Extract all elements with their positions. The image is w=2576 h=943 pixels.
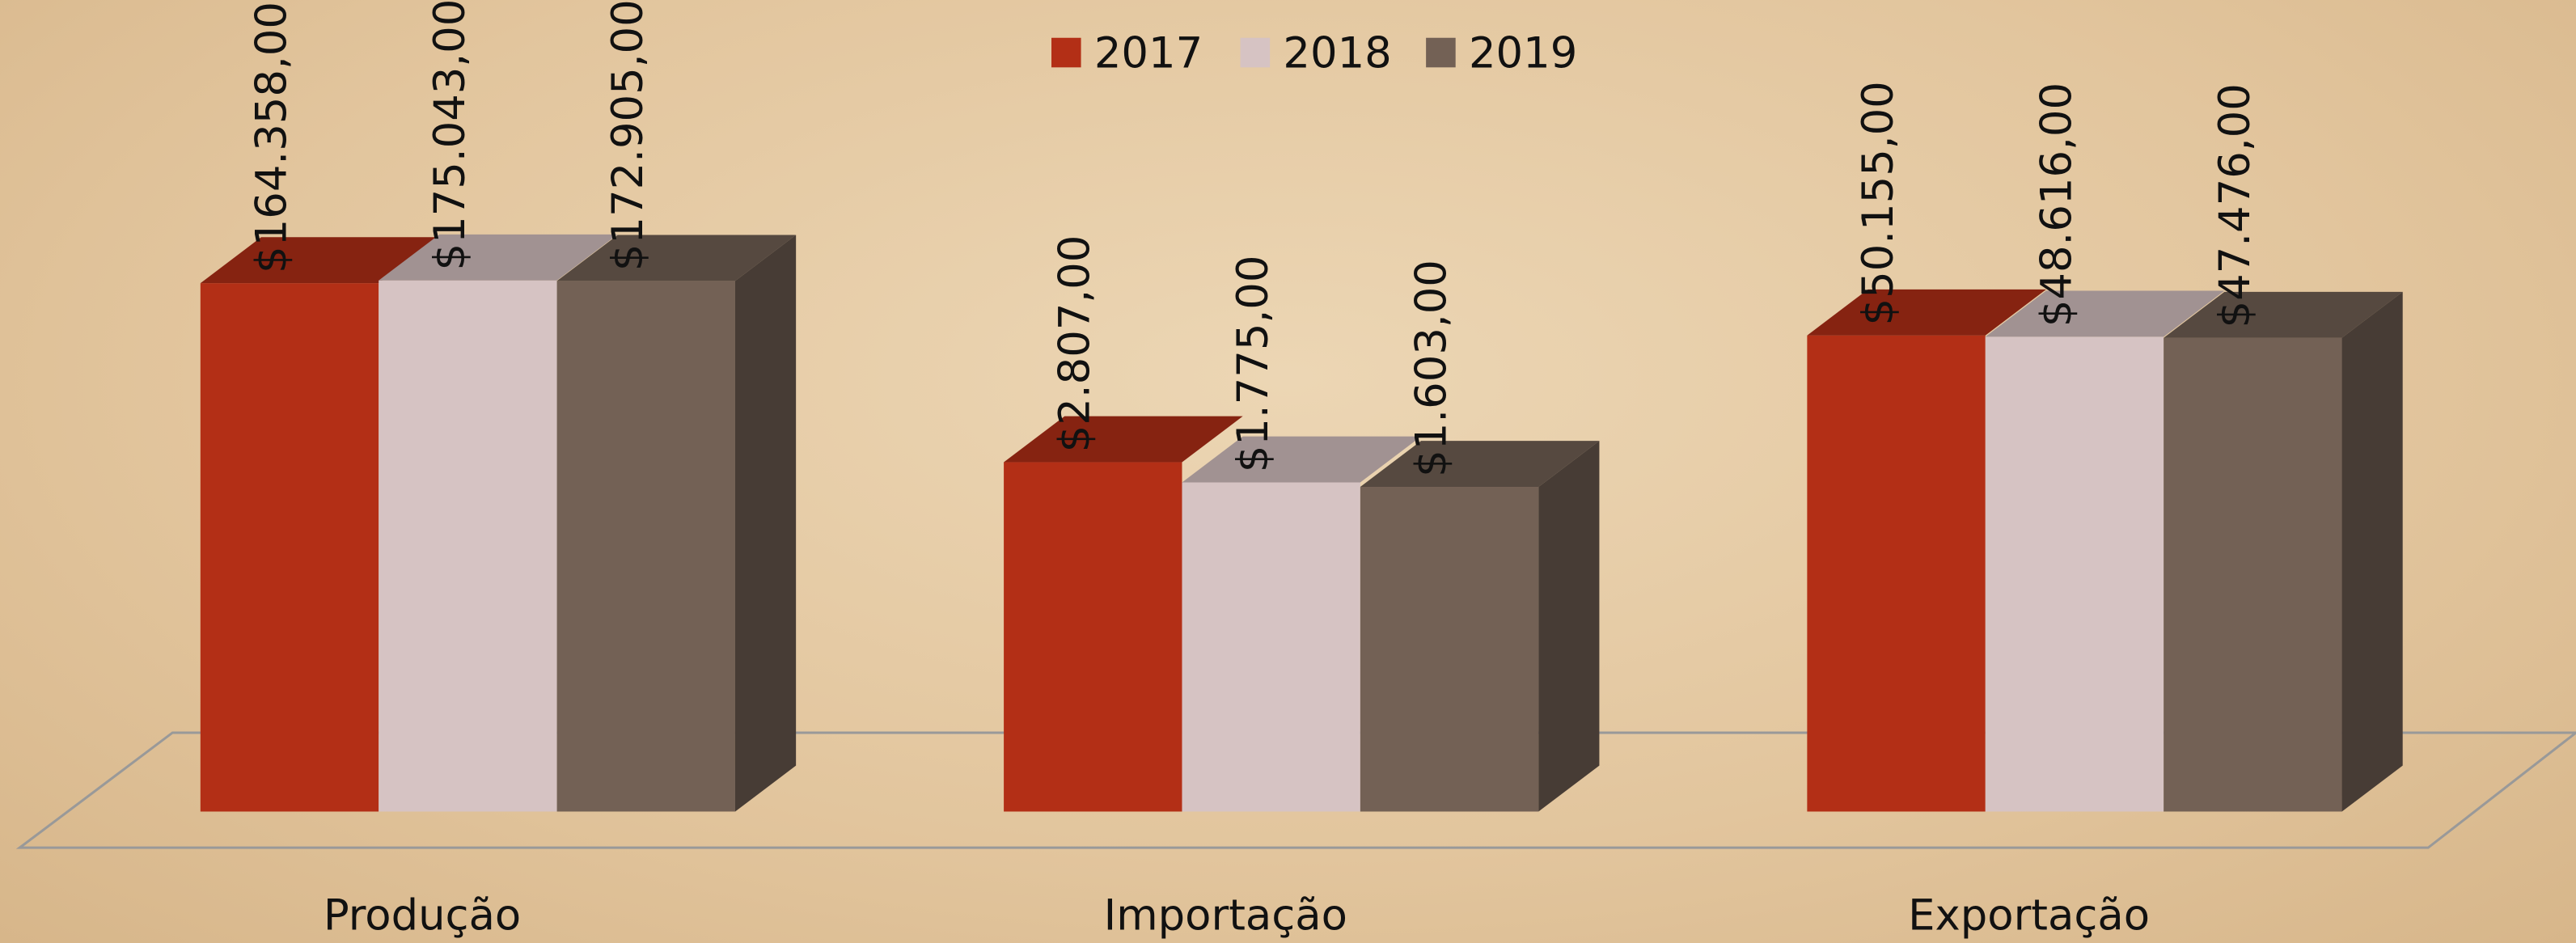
bar-front: [1182, 482, 1360, 812]
bar-top: [200, 237, 440, 284]
bar: [1182, 436, 1422, 812]
x-tick-label: Produção: [324, 891, 521, 941]
bar-side: [734, 235, 797, 812]
bar-top: [1360, 441, 1600, 488]
floor: [15, 731, 2576, 849]
bar-top: [556, 235, 797, 281]
bar-top: [1182, 436, 1422, 483]
data-label: $172.905,00: [603, 0, 653, 271]
bar-front: [1360, 487, 1539, 812]
data-label: $48.616,00: [2032, 82, 2081, 327]
data-label: $50.155,00: [1854, 81, 1903, 325]
data-label: $175.043,00: [425, 0, 475, 271]
legend-swatch: [1240, 37, 1271, 68]
bar-top: [1807, 289, 2046, 336]
data-label: $1.603,00: [1407, 260, 1457, 477]
bar: [1807, 289, 2046, 812]
bar: [556, 235, 797, 812]
bar-front: [1985, 336, 2164, 812]
bar-front: [200, 283, 379, 812]
data-label: $164.358,00: [247, 2, 296, 273]
bar-top: [2164, 291, 2403, 338]
bar-top: [1985, 290, 2225, 337]
bar-side: [1538, 441, 1600, 812]
x-tick-label: Exportação: [1908, 891, 2150, 941]
bar-front: [1004, 462, 1182, 812]
data-label: $47.476,00: [2210, 83, 2260, 328]
bar-side: [2341, 291, 2403, 812]
data-label: $1.775,00: [1229, 256, 1278, 473]
bar-top: [379, 234, 618, 281]
bar: [1985, 290, 2225, 812]
bar: [1360, 441, 1600, 812]
bar: [1004, 416, 1243, 812]
legend-swatch: [1426, 37, 1456, 68]
bar-front: [1807, 335, 1986, 812]
bar-front: [379, 280, 557, 812]
bar: [200, 237, 440, 812]
bar-top: [1004, 416, 1243, 463]
legend-label: 2017: [1094, 28, 1203, 78]
bar-front: [2164, 337, 2342, 812]
data-label: $2.807,00: [1051, 235, 1100, 453]
bar: [2164, 291, 2403, 812]
legend-label: 2018: [1283, 28, 1391, 78]
legend-swatch: [1051, 37, 1081, 68]
legend-label: 2019: [1469, 28, 1577, 78]
bar: [379, 234, 618, 812]
x-tick-label: Importação: [1104, 891, 1347, 941]
bar-front: [556, 281, 735, 812]
